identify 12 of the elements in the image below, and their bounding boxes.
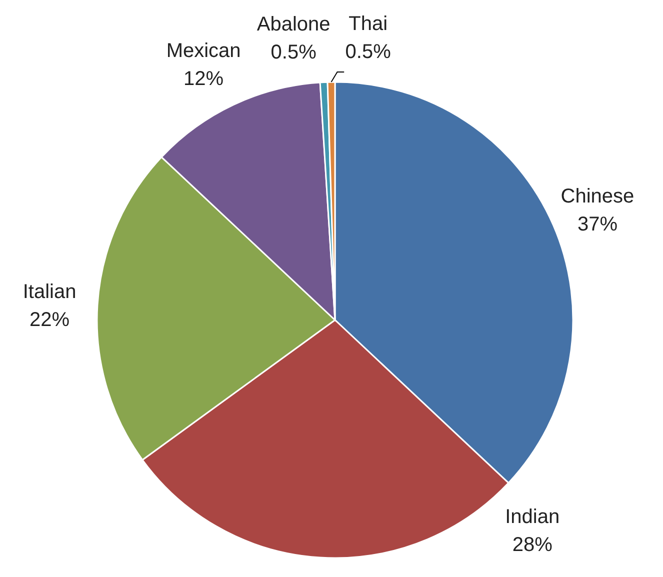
- slice-label: Italian: [22, 281, 76, 304]
- data-label: 37%: [577, 213, 618, 236]
- slice-label: Chinese: [560, 185, 634, 208]
- data-label: 12%: [184, 68, 224, 90]
- slice-label: Mexican: [166, 40, 241, 62]
- slice-label: Indian: [505, 506, 560, 528]
- data-label: 28%: [512, 534, 553, 556]
- slice-label: Abalone: [256, 13, 330, 36]
- data-label: 0.5%: [270, 41, 317, 64]
- slice-label: Thai: [348, 13, 388, 36]
- data-label: 22%: [30, 309, 70, 332]
- data-label: 0.5%: [345, 41, 392, 64]
